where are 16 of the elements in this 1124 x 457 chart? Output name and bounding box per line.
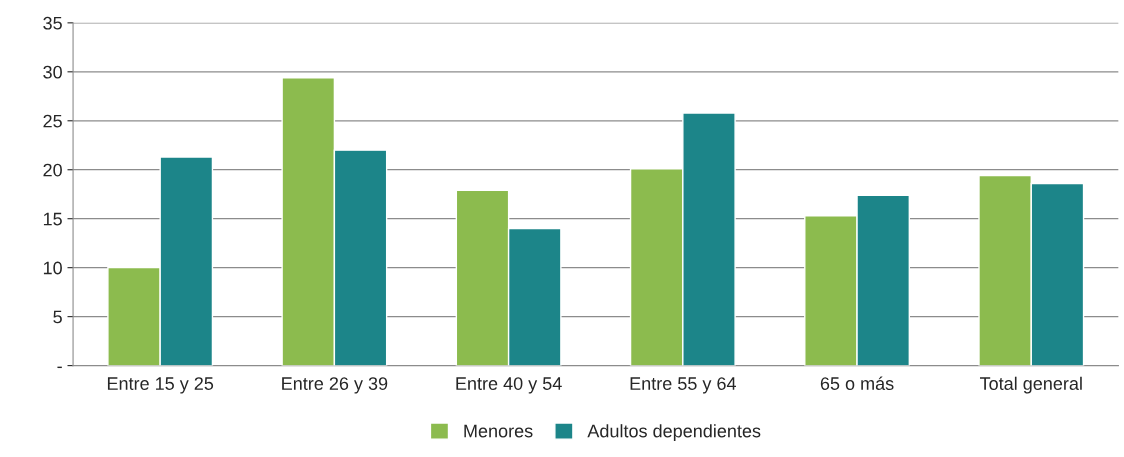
y-tick-label: 30 — [43, 65, 62, 79]
y-tick-label: - — [57, 366, 62, 369]
y-tick-label: 15 — [43, 212, 62, 226]
x-tick-label: Entre 26 y 39 — [282, 377, 388, 394]
y-tick-label: 20 — [43, 163, 62, 177]
x-tick-label: 65 o más — [820, 376, 894, 390]
x-tick-label: Total general — [979, 376, 1082, 394]
y-tick-label: 10 — [43, 261, 62, 275]
legend-label: Adultos dependientes — [587, 424, 761, 441]
x-tick-label: Entre 40 y 54 — [456, 377, 562, 394]
legend-label: Menores — [464, 424, 533, 438]
y-tick-label: 35 — [43, 16, 62, 30]
y-tick-label: 5 — [53, 310, 62, 324]
x-tick-label: Entre 55 y 64 — [630, 377, 736, 394]
y-tick-label: 25 — [43, 114, 62, 128]
x-tick-label: Entre 15 y 25 — [107, 377, 214, 394]
